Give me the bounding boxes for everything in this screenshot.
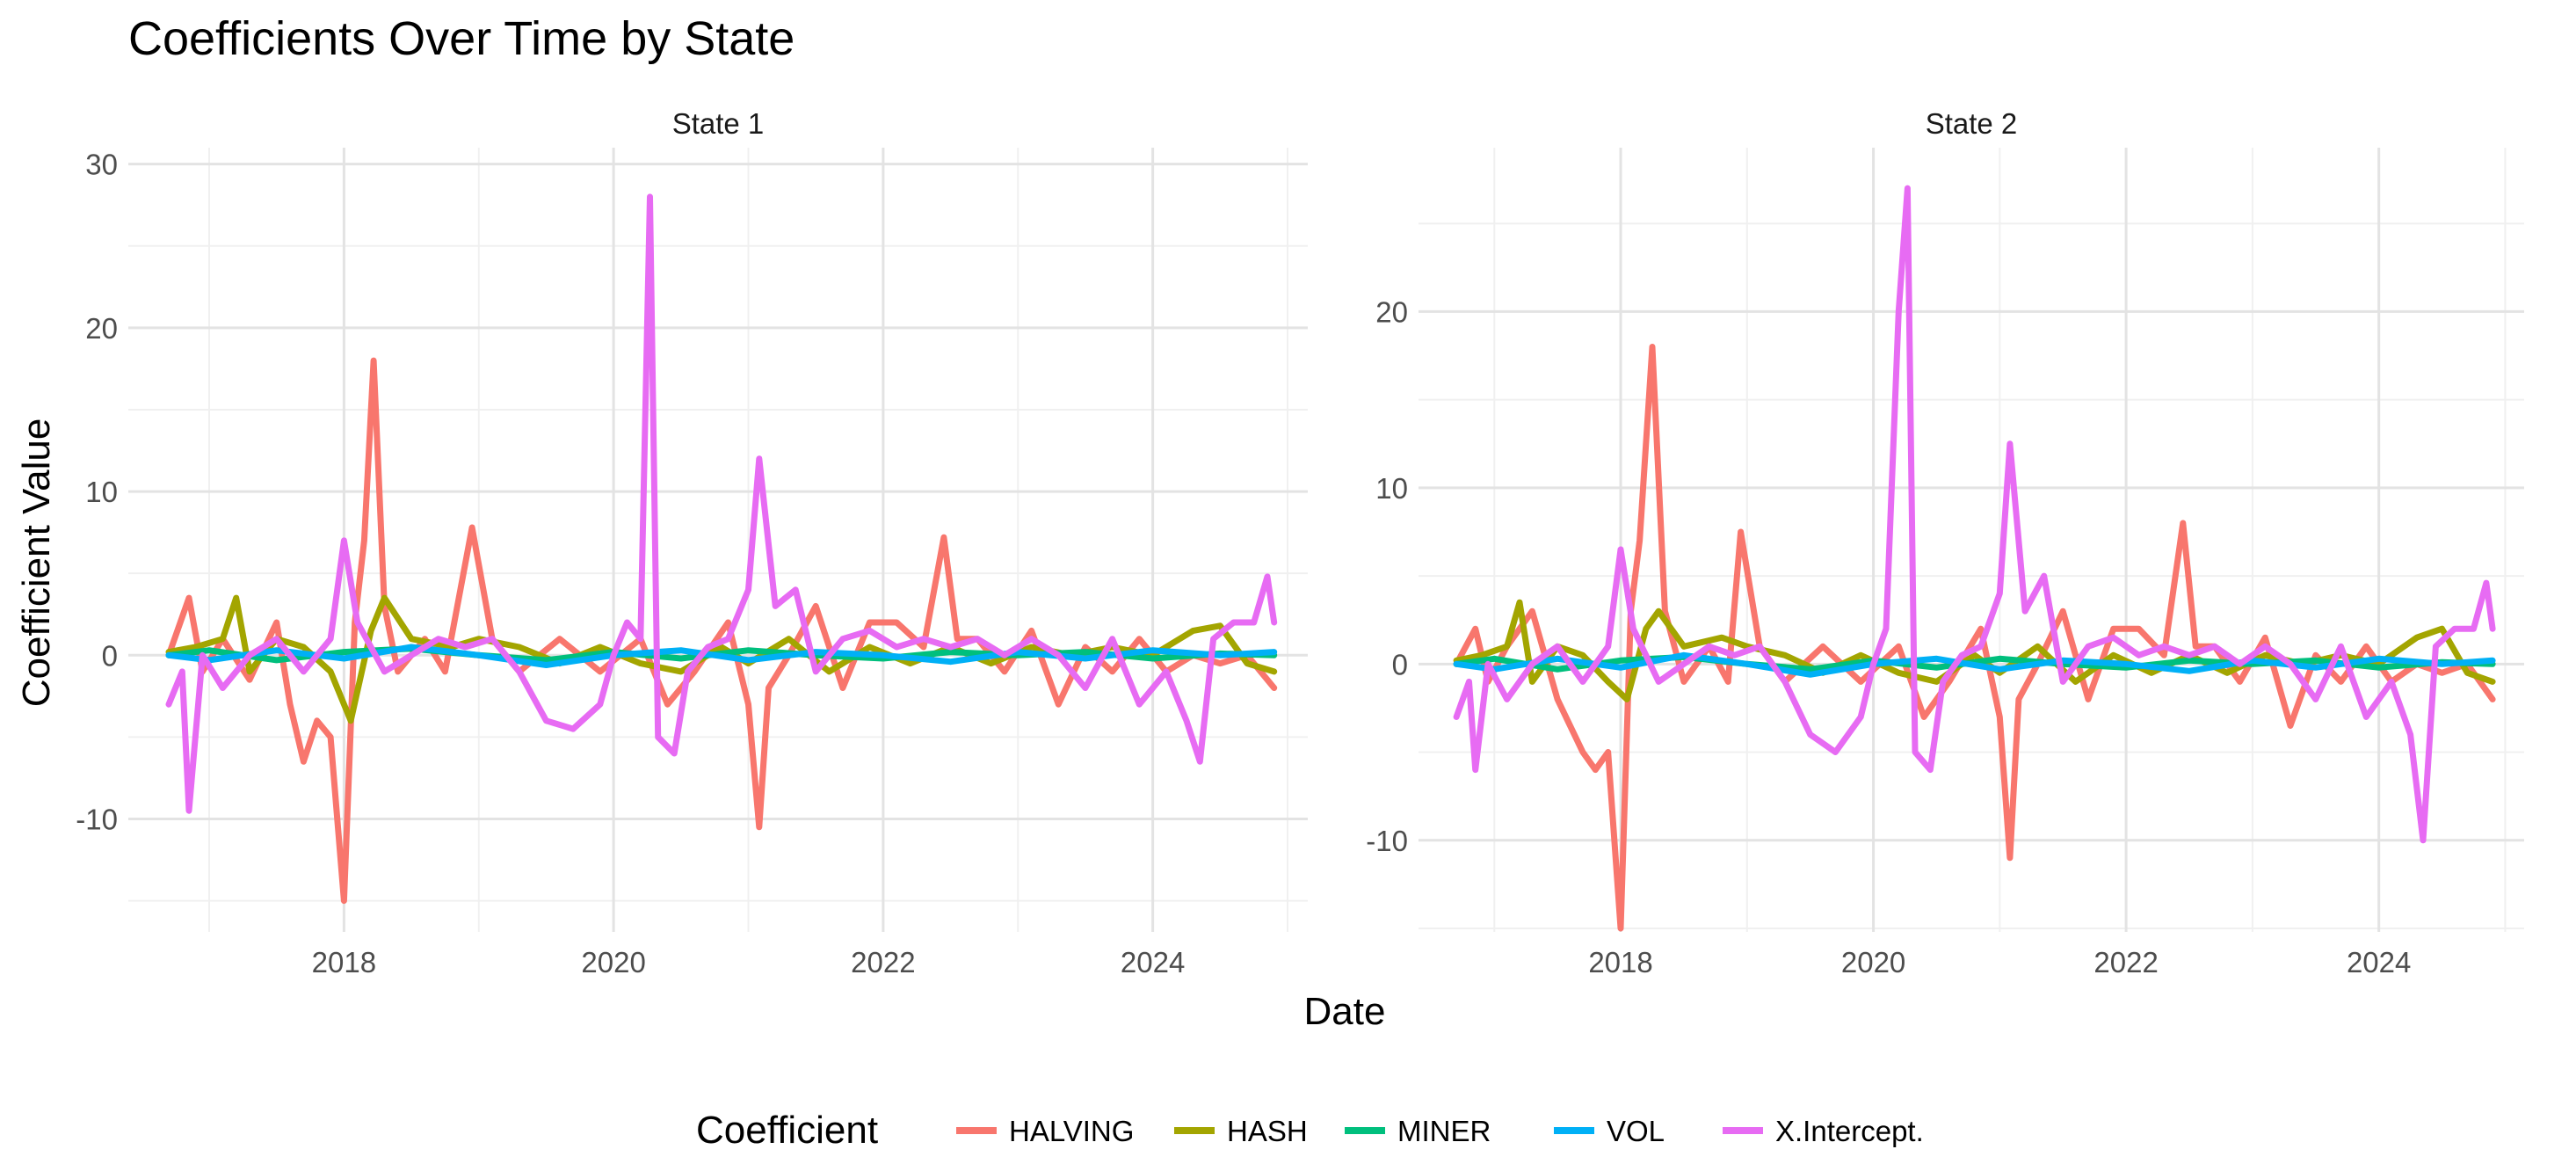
x-tick-label: 2020 bbox=[1841, 946, 1905, 978]
y-tick-label: 0 bbox=[102, 639, 118, 672]
legend-label: HALVING bbox=[1009, 1115, 1134, 1147]
y-tick-label: 30 bbox=[85, 149, 118, 181]
chart-title: Coefficients Over Time by State bbox=[128, 12, 795, 65]
series-line-halving bbox=[1453, 344, 2496, 932]
legend-label: VOL bbox=[1607, 1115, 1665, 1147]
x-tick-label: 2018 bbox=[312, 946, 376, 978]
x-tick-label: 2020 bbox=[581, 946, 645, 978]
x-tick-label: 2018 bbox=[1588, 946, 1652, 978]
series-line-vol bbox=[165, 644, 1278, 668]
y-tick-label: 0 bbox=[1392, 648, 1408, 680]
series-line-x-intercept bbox=[1453, 185, 2496, 844]
panel-1: State 1 2018 2020 2022 2024 -10 0 10 20 30 bbox=[76, 107, 1308, 978]
y-tick-label: 20 bbox=[1375, 295, 1408, 328]
legend: Coefficient HALVING HASH MINER VOL X.Interce… bbox=[696, 1109, 1924, 1152]
legend-item: MINER bbox=[1345, 1115, 1491, 1147]
legend-items: HALVING HASH MINER VOL X.Intercept. bbox=[956, 1115, 1924, 1147]
legend-label: HASH bbox=[1227, 1115, 1308, 1147]
panel-strip-label: State 1 bbox=[672, 107, 765, 140]
panel-strip-label: State 2 bbox=[1926, 107, 2018, 140]
x-tick-label: 2024 bbox=[2347, 946, 2411, 978]
series-line-x-intercept bbox=[165, 193, 1278, 814]
series-line-vol bbox=[1453, 651, 2496, 678]
legend-item: HASH bbox=[1174, 1115, 1308, 1147]
series-line-halving bbox=[165, 357, 1278, 905]
x-tick-label: 2024 bbox=[1121, 946, 1185, 978]
x-axis-title: Date bbox=[1304, 990, 1386, 1033]
x-tick-label: 2022 bbox=[851, 946, 915, 978]
y-tick-label: 10 bbox=[1375, 472, 1408, 505]
legend-item: HALVING bbox=[956, 1115, 1134, 1147]
y-tick-label: -10 bbox=[1366, 825, 1408, 857]
legend-item: X.Intercept. bbox=[1723, 1115, 1924, 1147]
panel-2: State 2 2018 2020 2022 2024 -10 0 10 20 bbox=[1366, 107, 2524, 978]
y-tick-label: 10 bbox=[85, 476, 118, 508]
y-tick-label: -10 bbox=[76, 804, 118, 836]
y-tick-label: 20 bbox=[85, 312, 118, 345]
legend-title: Coefficient bbox=[696, 1109, 878, 1152]
legend-label: X.Intercept. bbox=[1775, 1115, 1924, 1147]
facet-panels: State 1 2018 2020 2022 2024 -10 0 10 20 30 State 2… bbox=[76, 107, 2524, 978]
x-tick-label: 2022 bbox=[2093, 946, 2158, 978]
y-axis-title: Coefficient Value bbox=[15, 418, 58, 708]
legend-label: MINER bbox=[1397, 1115, 1491, 1147]
legend-item: VOL bbox=[1554, 1115, 1665, 1147]
